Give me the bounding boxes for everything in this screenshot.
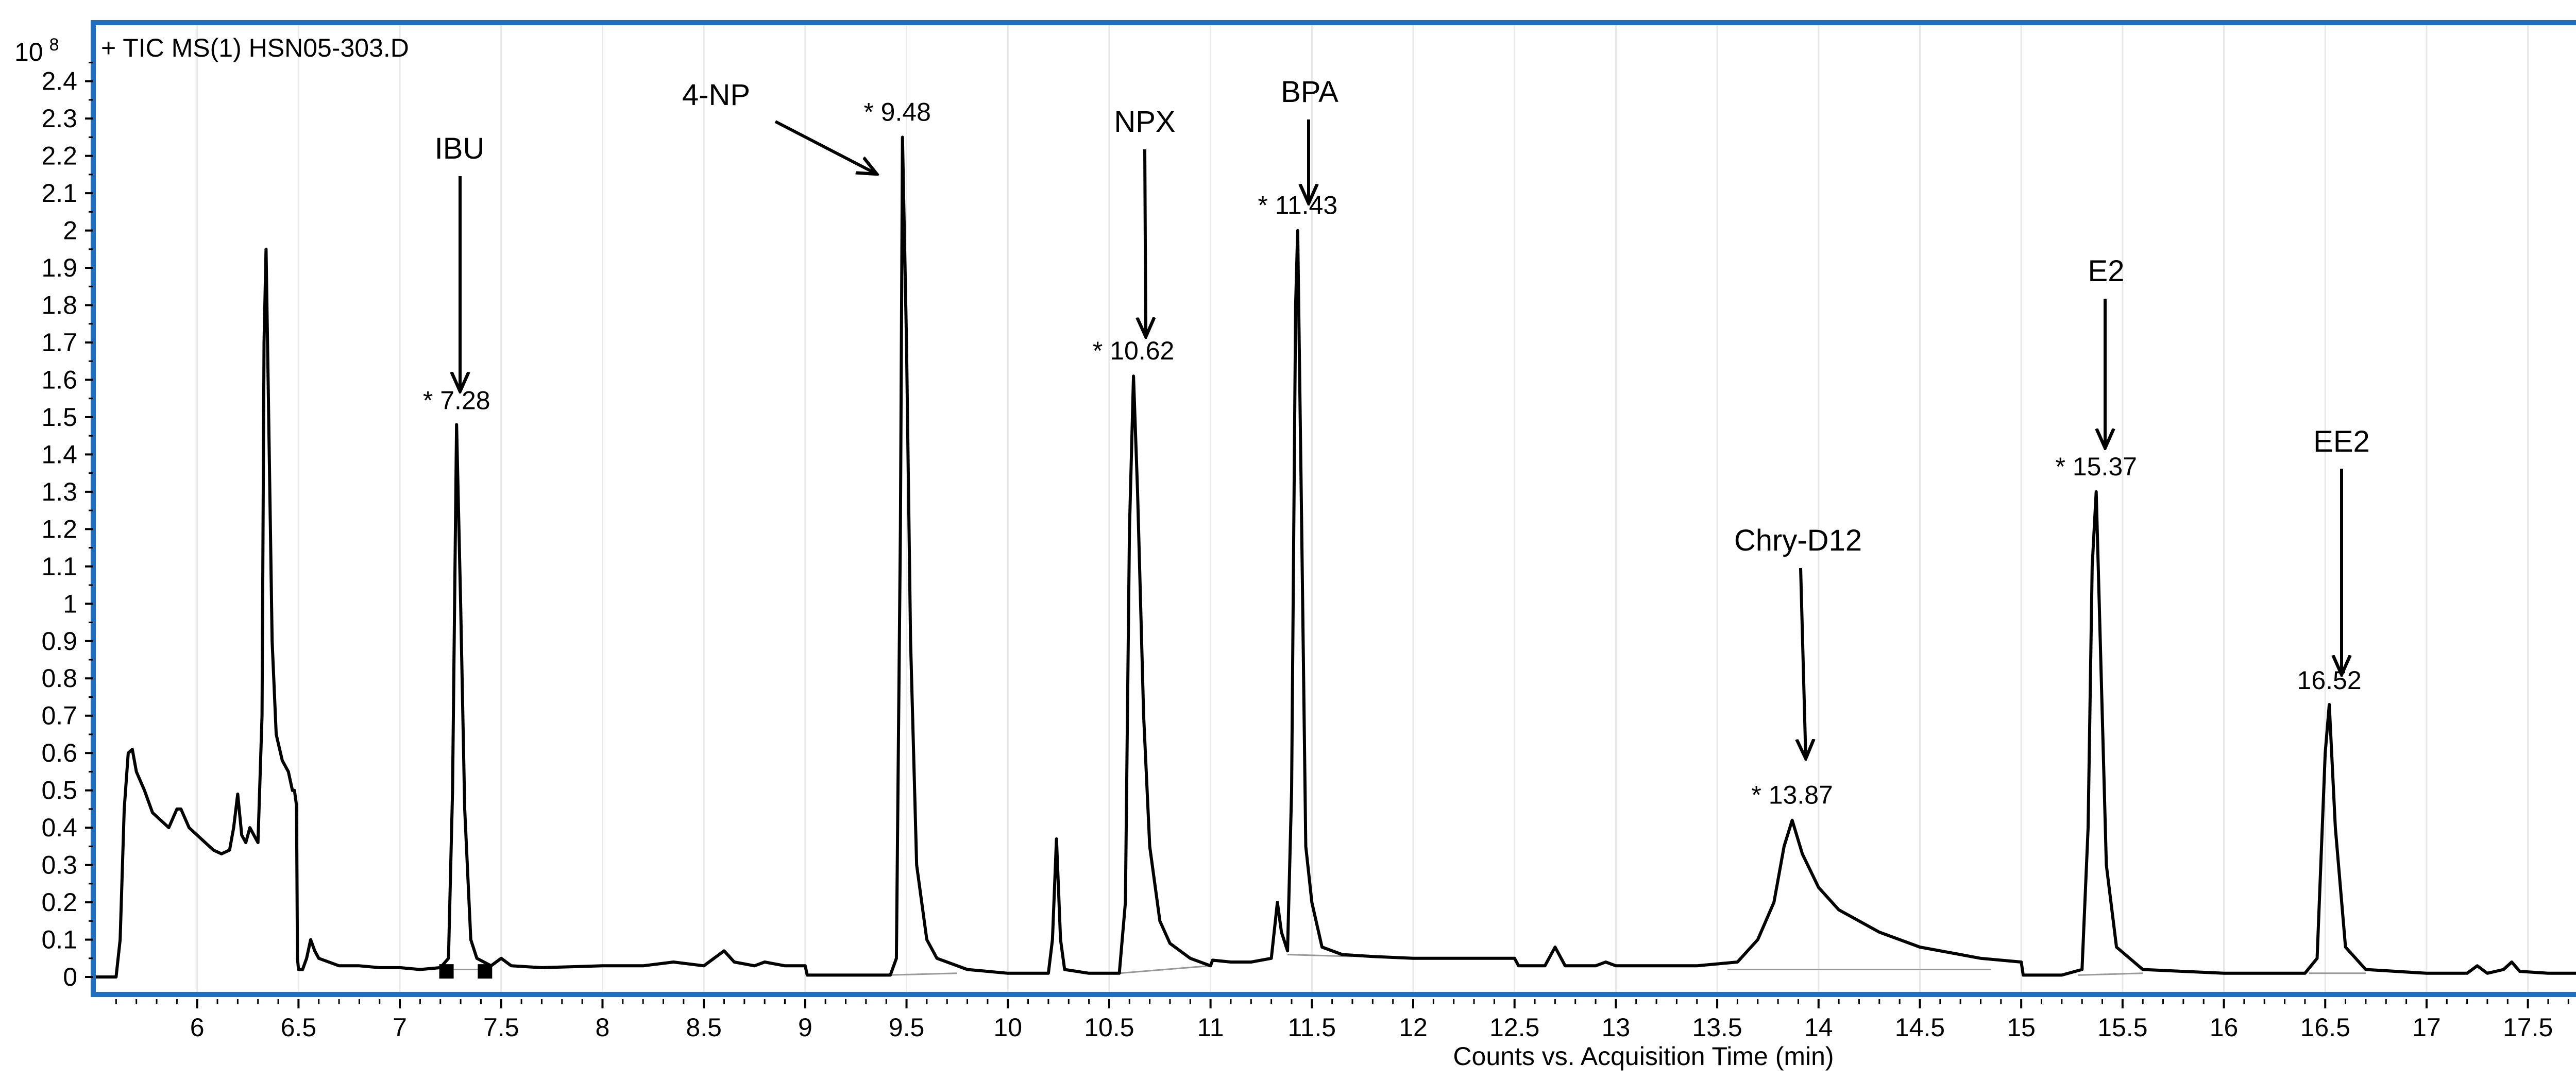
y-tick-label: 0.4 xyxy=(41,813,77,842)
y-tick-label: 0.3 xyxy=(41,851,77,880)
y-tick-label: 2 xyxy=(63,216,77,245)
peak-retention-label: * 9.48 xyxy=(863,97,931,126)
x-tick-label: 16 xyxy=(2210,1013,2239,1042)
peak-arrow xyxy=(1145,149,1146,337)
peak-retention-label: * 10.62 xyxy=(1093,336,1174,365)
y-tick-label: 2.2 xyxy=(41,142,77,170)
x-tick-label: 15 xyxy=(2007,1013,2036,1042)
integration-markers xyxy=(439,964,493,979)
plot-frame xyxy=(91,20,2576,997)
peak-name-label: E2 xyxy=(2088,254,2125,288)
x-tick-label: 12 xyxy=(1399,1013,1428,1042)
tic-trace-layer xyxy=(96,135,2576,979)
y-tick-label: 2.3 xyxy=(41,104,77,133)
y-tick-label: 1.7 xyxy=(41,328,77,357)
y-tick-label: 0.8 xyxy=(41,664,77,693)
y-tick-label: 1 xyxy=(63,589,77,618)
x-tick-label: 6 xyxy=(190,1013,205,1042)
y-tick-label: 1.8 xyxy=(41,291,77,320)
y-tick-label: 2.4 xyxy=(41,67,77,96)
y-tick-label: 1.2 xyxy=(41,514,77,543)
x-tick-label: 7.5 xyxy=(483,1013,519,1042)
x-tick-label: 11 xyxy=(1197,1013,1224,1042)
y-tick-label: 0 xyxy=(63,963,77,991)
x-tick-label: 10 xyxy=(993,1013,1022,1042)
tic-trace-line xyxy=(96,135,2576,979)
x-tick-label: 13.5 xyxy=(1692,1013,1742,1042)
x-tick-label: 7 xyxy=(393,1013,407,1042)
x-tick-label: 14 xyxy=(1804,1013,1833,1042)
x-tick-label: 9.5 xyxy=(889,1013,925,1042)
x-tick-label: 9 xyxy=(798,1013,812,1042)
y-tick-label: 0.2 xyxy=(41,888,77,917)
peak-retention-label: 16.52 xyxy=(2297,666,2362,695)
integration-marker xyxy=(439,964,454,979)
y-tick-label: 0.9 xyxy=(41,627,77,656)
peak-name-label: BPA xyxy=(1281,75,1338,109)
peak-arrow xyxy=(774,120,877,174)
x-axis: 6 6.5 7 7.5 8 8.5 9 9.5 10 10.5 11 11.5 12 12.5 13 13.5… xyxy=(115,999,2569,1042)
y-tick-label: 1.3 xyxy=(41,477,77,506)
peak-name-label: 4-NP xyxy=(682,78,750,112)
y-tick-label: 1.6 xyxy=(41,365,77,394)
peak-name-label: IBU xyxy=(435,132,485,165)
y-multiplier: 10 8 xyxy=(14,35,59,66)
x-tick-label: 6.5 xyxy=(281,1013,317,1042)
y-tick-label: 1.5 xyxy=(41,403,77,432)
y-tick-label: 1.9 xyxy=(41,253,77,282)
x-tick-label: 10.5 xyxy=(1084,1013,1134,1042)
y-tick-label: 0.6 xyxy=(41,739,77,767)
y-tick-label: 0.1 xyxy=(41,925,77,954)
integration-baseline xyxy=(2078,972,2143,976)
x-tick-label: 17 xyxy=(2412,1013,2441,1042)
peak-retention-label: * 7.28 xyxy=(423,386,490,415)
y-tick-label: 1.1 xyxy=(41,552,77,581)
integration-baseline xyxy=(1119,965,1211,974)
plot-grid xyxy=(196,25,2529,992)
x-tick-label: 13 xyxy=(1602,1013,1631,1042)
y-axis: 0 0.1 0.2 0.3 0.4 0.5 0.6 0.7 0.8 0.9 1 1.1 1.2 1.3 1.… xyxy=(41,61,93,991)
x-tick-label: 16.5 xyxy=(2300,1013,2350,1042)
x-tick-label: 11.5 xyxy=(1288,1013,1336,1042)
peak-name-label: Chry-D12 xyxy=(1734,524,1862,557)
peak-annotations: IBU * 7.28 4-NP * 9.48 NPX * 10.62 BPA * 11.43 C… xyxy=(423,75,2370,810)
x-axis-title: Counts vs. Acquisition Time (min) xyxy=(1453,1042,1834,1071)
y-multiplier-base: 10 xyxy=(14,38,43,66)
peak-name-label: NPX xyxy=(1114,105,1175,139)
x-tick-label: 12.5 xyxy=(1489,1013,1539,1042)
peak-arrow xyxy=(1801,568,1806,759)
integration-marker xyxy=(478,964,493,979)
x-tick-label: 8.5 xyxy=(686,1013,722,1042)
y-tick-label: 2.1 xyxy=(41,179,77,208)
x-tick-label: 17.5 xyxy=(2503,1013,2553,1042)
peak-retention-label: * 13.87 xyxy=(1751,781,1833,810)
y-tick-label: 1.4 xyxy=(41,440,77,469)
peak-retention-label: * 15.37 xyxy=(2055,452,2137,481)
x-tick-label: 14.5 xyxy=(1895,1013,1945,1042)
peak-retention-label: * 11.43 xyxy=(1258,191,1337,220)
integration-baseline xyxy=(886,972,957,976)
y-tick-label: 0.5 xyxy=(41,776,77,805)
x-tick-label: 15.5 xyxy=(2097,1013,2147,1042)
chart-title: + TIC MS(1) HSN05-303.D xyxy=(101,33,409,62)
x-tick-label: 8 xyxy=(596,1013,610,1042)
peak-name-label: EE2 xyxy=(2313,425,2370,458)
integration-baseline xyxy=(1287,954,1353,957)
integration-baselines xyxy=(446,954,2366,976)
y-multiplier-exponent: 8 xyxy=(49,35,59,55)
y-tick-label: 0.7 xyxy=(41,701,77,730)
